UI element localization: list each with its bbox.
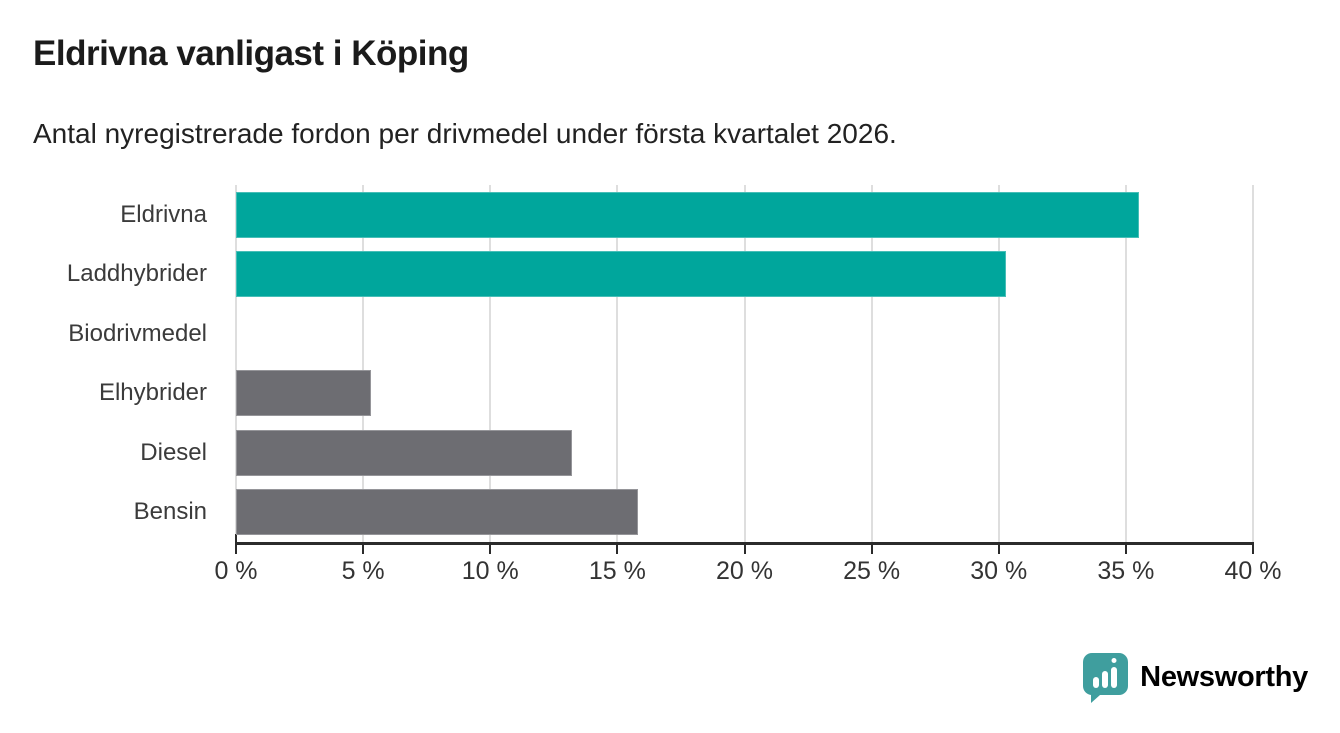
x-axis-tick-label: 30 % (970, 557, 1028, 585)
chart-title: Eldrivna vanligast i Köping (33, 34, 469, 73)
x-axis-tick-label: 15 % (588, 557, 646, 585)
x-axis-tick (743, 545, 746, 554)
bar-bensin (236, 489, 638, 536)
bar-elhybrider (236, 370, 371, 417)
chart-subtitle: Antal nyregistrerade fordon per drivmede… (33, 118, 897, 149)
gridline (235, 185, 237, 542)
gridline (870, 185, 873, 542)
bar-laddhybrider (236, 251, 1007, 298)
x-axis-line (235, 542, 1254, 545)
category-labels: Eldrivna Laddhybrider Biodrivmedel Elhybrid… (0, 185, 222, 542)
category-label: Eldrivna (120, 200, 207, 228)
newsworthy-bubble-barchart-icon (1083, 653, 1129, 703)
x-axis-tick-label: 40 % (1224, 557, 1282, 585)
category-label: Elhybrider (98, 379, 207, 407)
gridline (743, 185, 746, 542)
x-axis-tick (1252, 545, 1254, 554)
category-label: Bensin (133, 498, 207, 526)
gridline (1124, 185, 1127, 542)
x-axis-tick (362, 545, 365, 554)
category-label: Biodrivmedel (68, 319, 207, 347)
gridline (362, 185, 365, 542)
x-axis-tick (235, 534, 237, 554)
plot-area: 0 % 5 % 10 % 15 % 20 % 25 % 30 % 35 % 40 % (214, 185, 1281, 585)
x-axis-tick-label: 5 % (341, 557, 385, 585)
x-axis-tick (997, 545, 1000, 554)
x-axis-tick-label: 0 % (214, 557, 258, 585)
x-axis-tick-label: 20 % (716, 557, 773, 585)
bar-eldrivna (236, 191, 1139, 238)
x-axis-tick (1124, 545, 1127, 554)
logo: Newsworthy (1082, 652, 1308, 703)
logo-text: Newsworthy (1140, 661, 1308, 693)
x-axis-tick (616, 545, 619, 554)
x-axis-tick (870, 545, 873, 554)
bar-diesel (236, 429, 572, 476)
category-label: Diesel (140, 438, 207, 466)
category-label: Laddhybrider (66, 260, 207, 288)
gridline (1252, 185, 1254, 542)
gridline (997, 185, 1000, 542)
gridline (616, 185, 619, 542)
x-axis-tick-label: 35 % (1097, 557, 1155, 585)
gridline (489, 185, 492, 542)
x-axis-tick-label: 10 % (461, 557, 519, 585)
x-axis-tick-label: 25 % (843, 557, 901, 585)
x-axis-tick (489, 545, 492, 554)
